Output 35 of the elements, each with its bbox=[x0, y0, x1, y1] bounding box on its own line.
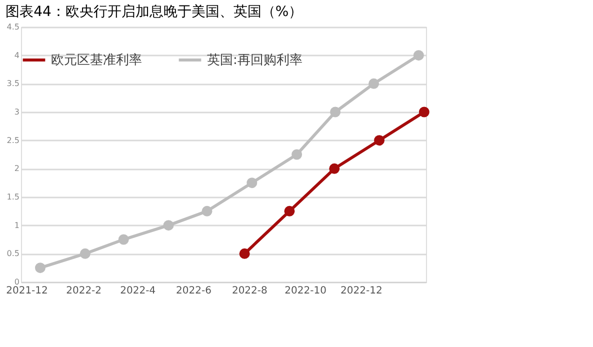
x-tick-label: 2022-6 bbox=[176, 286, 212, 296]
chart-title: 图表44：欧央行开启加息晚于美国、英国（%） bbox=[6, 4, 303, 20]
point bbox=[374, 135, 385, 146]
legend-label: 欧元区基准利率 bbox=[51, 52, 142, 68]
x-tick-label: 2022-2 bbox=[66, 286, 102, 296]
point bbox=[239, 248, 250, 259]
y-tick-label: 2.5 bbox=[6, 136, 20, 145]
y-tick-label: 3 bbox=[14, 108, 20, 116]
x-tick-label: 2021-12 bbox=[6, 286, 48, 296]
point bbox=[413, 50, 424, 61]
point bbox=[284, 206, 295, 216]
x-tick-label: 2022-10 bbox=[284, 286, 326, 296]
legend-label: 英国:再回购利率 bbox=[207, 52, 302, 68]
y-tick-label: 0 bbox=[14, 278, 20, 286]
point bbox=[418, 106, 430, 118]
y-tick-label: 3.5 bbox=[6, 79, 20, 88]
point bbox=[163, 220, 174, 231]
point bbox=[330, 106, 341, 118]
x-tick-label: 2022-8 bbox=[232, 286, 268, 296]
point bbox=[329, 163, 340, 174]
y-tick-label: 1.5 bbox=[6, 192, 20, 202]
point bbox=[368, 78, 380, 89]
y-tick-label: 4.5 bbox=[6, 22, 20, 32]
point bbox=[202, 206, 212, 216]
point bbox=[35, 262, 46, 274]
x-tick-label: 2022-12 bbox=[340, 286, 382, 296]
y-tick-label: 1 bbox=[14, 220, 20, 230]
y-tick-label: 4 bbox=[14, 50, 20, 60]
y-tick-label: 0.5 bbox=[6, 249, 20, 258]
y-tick-label: 2 bbox=[14, 164, 20, 174]
point bbox=[80, 248, 90, 259]
point bbox=[118, 234, 129, 245]
x-tick-label: 2022-4 bbox=[120, 286, 156, 296]
point bbox=[292, 149, 302, 160]
point bbox=[246, 178, 258, 188]
